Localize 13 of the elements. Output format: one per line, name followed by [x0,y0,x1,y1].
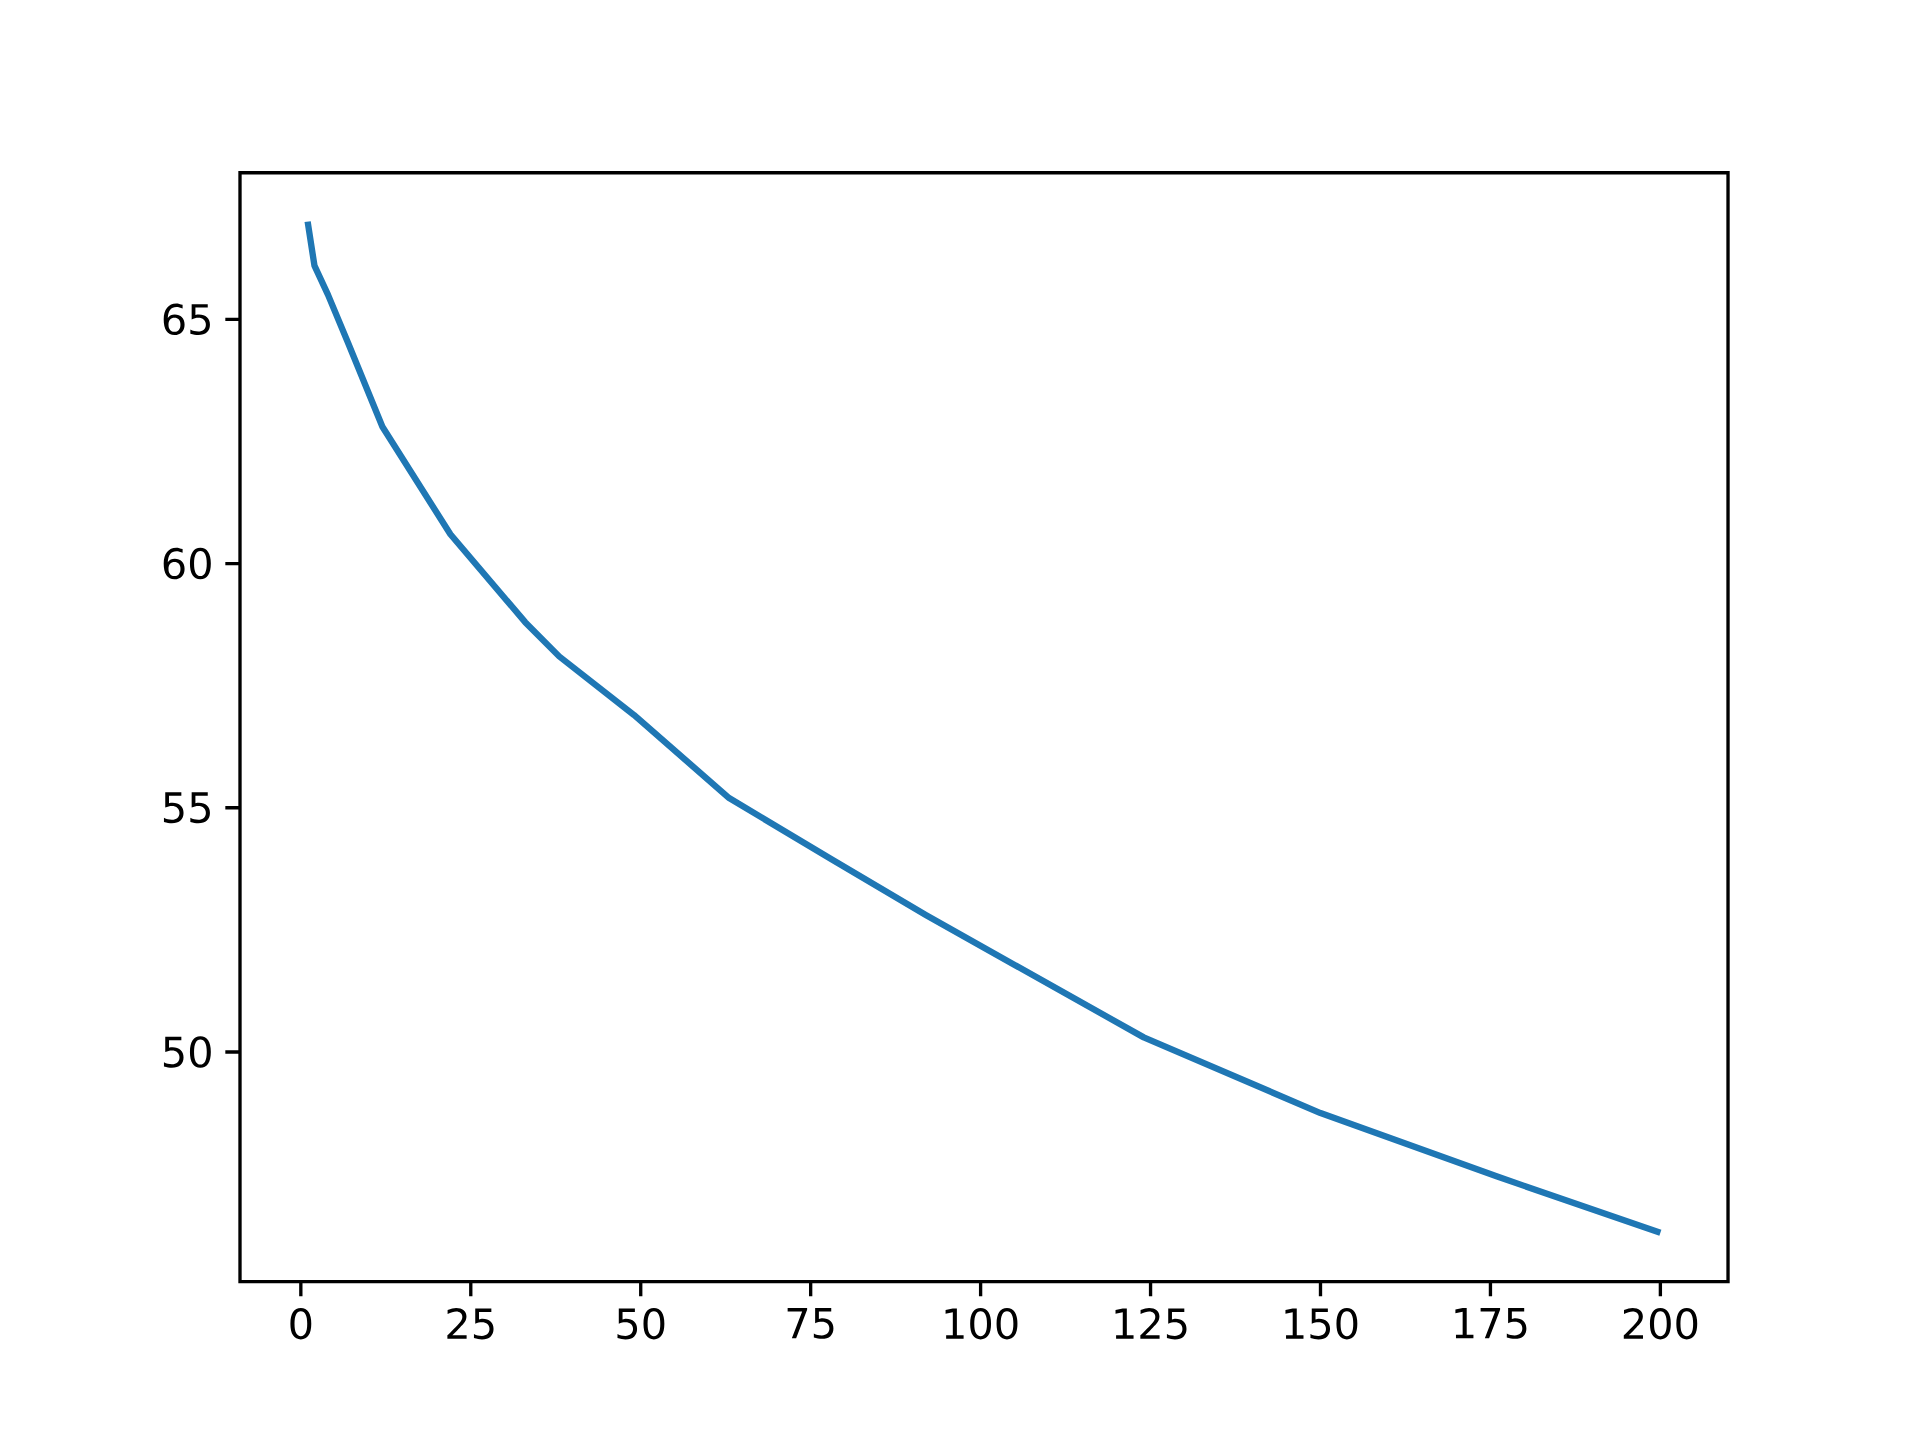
x-tick-label: 0 [290,1307,312,1340]
y-tick-label: 65 [163,303,210,336]
x-tick-label: 100 [945,1307,1018,1340]
y-tick-label: 60 [163,547,211,580]
x-tick-label: 200 [1623,1307,1698,1340]
x-tick-label: 50 [617,1307,665,1340]
x-tick-label: 175 [1455,1308,1527,1339]
y-tick-label: 50 [163,1036,211,1068]
x-tick-label: 150 [1285,1307,1358,1340]
x-tick-label: 25 [447,1307,494,1340]
y-tick-label: 55 [163,792,210,824]
x-tick-label: 75 [787,1308,834,1339]
x-tick-label: 125 [1115,1307,1187,1340]
